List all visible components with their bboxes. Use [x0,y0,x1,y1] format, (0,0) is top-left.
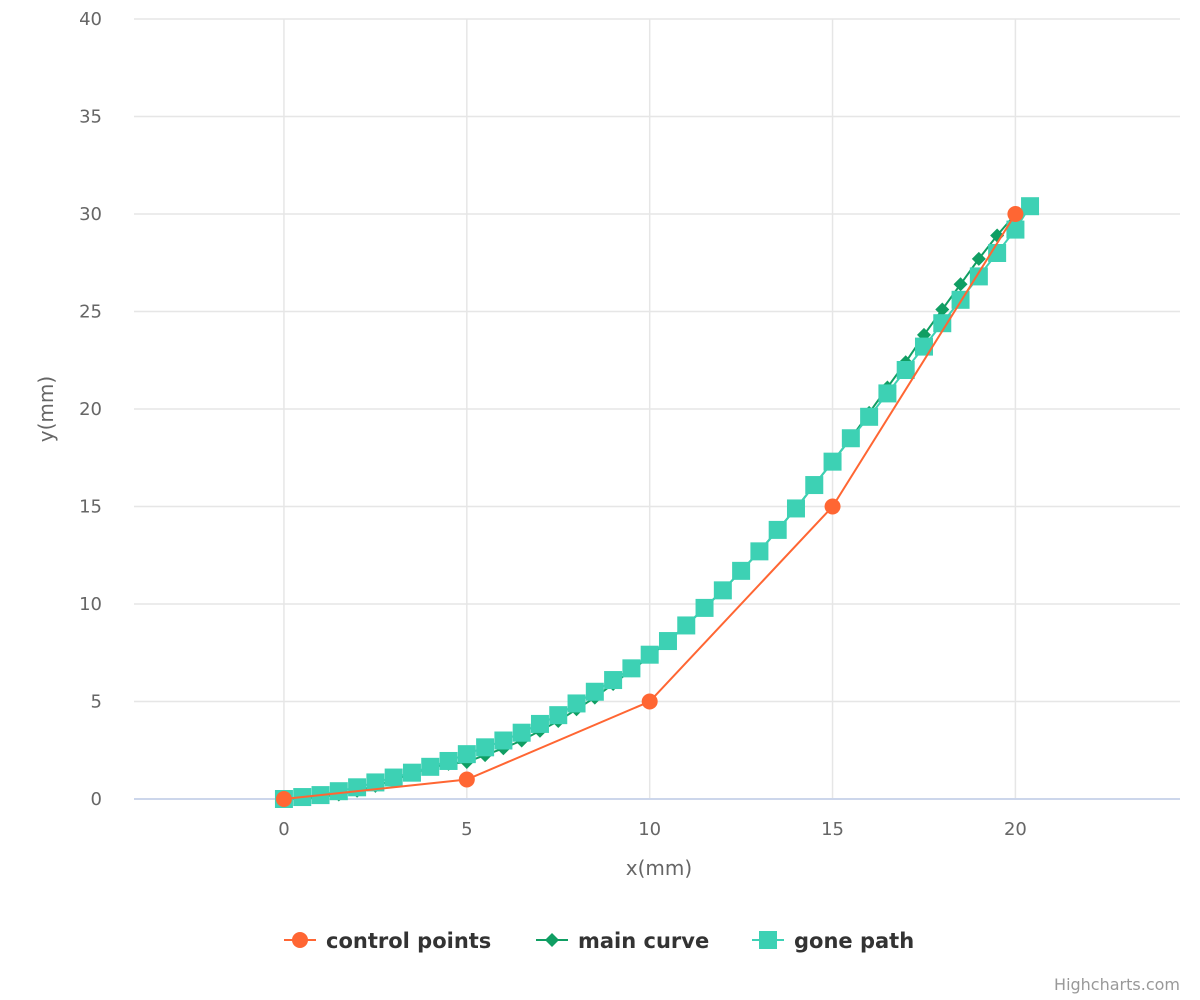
y-tick-label: 30 [79,204,102,225]
control-point-marker [275,791,292,807]
series-control-points [275,206,1024,807]
legend-item-control-points[interactable]: control points [284,929,491,953]
gone-path-marker [567,694,586,713]
legend-label: gone path [794,929,914,953]
gone-path-marker [402,763,421,782]
gone-path-marker [622,659,641,678]
y-tick-label: 25 [79,302,102,323]
legend[interactable]: control points main curve gone path [284,929,914,953]
gone-path-marker [658,632,677,651]
grid [134,18,1180,799]
x-tick-label: 20 [1004,819,1027,840]
x-axis-title: x(mm) [626,856,692,880]
axes: x(mm) y(mm) 0 5 10 15 20 25 30 35 40 0 5 10 15 20 [34,9,1180,880]
plot-area [274,197,1040,808]
gone-path-marker [933,314,952,333]
gone-path-marker [823,452,842,471]
gone-path-marker [329,782,348,801]
gone-path-marker [878,384,897,403]
gone-path-marker [713,581,732,600]
gone-path-marker [421,757,440,776]
control-point-marker [824,498,841,515]
gone-path-marker [988,244,1007,262]
main-curve-marker [935,302,950,317]
gone-path-marker [786,499,805,518]
legend-item-gone-path[interactable]: gone path [752,929,914,953]
gone-path-marker [530,714,549,733]
gone-path-marker [1006,220,1025,239]
legend-label: control points [326,929,491,953]
main-curve-marker [971,251,986,266]
gone-path-marker [841,429,860,448]
legend-label: main curve [578,929,709,953]
x-tick-label: 10 [638,819,661,840]
gone-path-marker [768,520,787,539]
gone-path-marker [476,738,495,757]
gone-path-marker [457,745,476,764]
gone-path-marker [640,645,659,664]
gone-path-marker [604,671,623,690]
gone-path-marker [732,561,751,580]
y-tick-label: 0 [91,789,102,810]
legend-symbol-diamond [545,933,559,947]
y-tick-label: 40 [79,9,102,30]
gone-path-marker [494,731,513,750]
gone-path-marker [805,476,824,495]
gone-path-marker [677,616,696,635]
y-tick-label: 15 [79,497,102,518]
gone-path-marker [512,723,531,742]
gone-path-marker [695,598,714,617]
y-tick-label: 20 [79,399,102,420]
gone-path-marker [860,407,879,426]
gone-path-marker [914,337,933,356]
gone-path-marker [348,778,367,797]
gone-path-marker [750,542,769,561]
control-point-marker [641,693,658,710]
credits-link[interactable]: Highcharts.com [1054,975,1180,994]
legend-item-main-curve[interactable]: main curve [536,929,709,953]
y-tick-label: 10 [79,594,102,615]
x-tick-label: 15 [821,819,844,840]
main-curve-marker [953,277,968,292]
x-tick-label: 0 [278,819,289,840]
series-gone-path [274,197,1040,808]
gone-path-marker [366,773,385,792]
gone-path-marker [549,706,568,725]
gone-path-marker [1021,197,1040,216]
legend-symbol-circle [292,932,308,948]
gone-path-marker [384,768,403,787]
legend-symbol-square [759,931,777,949]
y-tick-label: 35 [79,107,102,128]
gone-path-line [283,205,1031,800]
y-axis-title: y(mm) [34,376,58,442]
control-point-marker [458,771,475,788]
control-point-marker [1007,206,1024,222]
gone-path-marker [439,751,458,770]
gone-path-marker [585,682,604,701]
x-tick-label: 5 [461,819,472,840]
y-tick-label: 5 [91,692,102,713]
gone-path-marker [896,361,915,379]
